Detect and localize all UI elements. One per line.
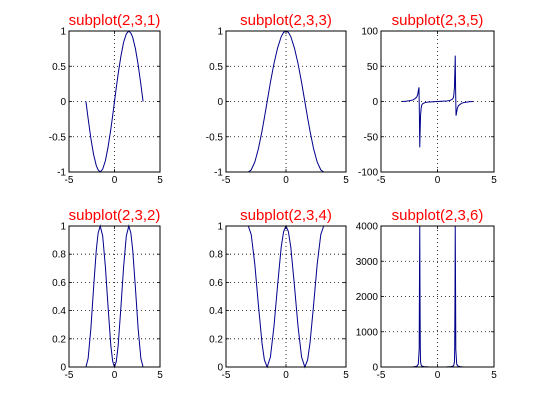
y-tick-label: 0.6: [209, 278, 223, 289]
series-line: [85, 224, 144, 369]
y-tick-label: 1: [217, 27, 223, 38]
axes-box: [68, 225, 161, 368]
x-tick-label: 0: [435, 370, 441, 381]
y-tick-label: 2000: [356, 292, 379, 303]
y-tick-label: 0.8: [209, 250, 223, 261]
x-tick-label: 5: [491, 175, 497, 186]
subplot-title: subplot(2,3,2): [69, 207, 161, 224]
y-tick-label: 0.2: [209, 334, 223, 345]
y-tick-label: -0.5: [49, 132, 67, 143]
y-tick-label: 1000: [356, 327, 379, 338]
y-tick-label: 50: [367, 62, 379, 73]
subplot-1: subplot(2,3,1) -5 0 5 -1 -0.5 0 0.5 1: [49, 12, 163, 186]
y-tick-label: 0.5: [209, 62, 223, 73]
series-line: [85, 30, 144, 173]
y-tick-label: 0: [217, 97, 223, 108]
y-tick-label: -50: [364, 132, 379, 143]
y-tick-label: 3000: [356, 257, 379, 268]
y-tick-label: 0: [372, 363, 378, 374]
subplot-4: subplot(2,3,2)-5 0 500.20.40.60.81: [52, 207, 163, 381]
x-tick-label: 5: [491, 370, 497, 381]
subplot-title: subplot(2,3,1): [69, 12, 161, 29]
x-tick-label: 0: [283, 175, 289, 186]
subplot-title: subplot(2,3,5): [392, 12, 484, 29]
x-tick-label: -5: [65, 370, 74, 381]
y-tick-label: -1: [57, 168, 66, 179]
y-tick-label: -1: [214, 168, 223, 179]
y-tick-label: 0: [60, 97, 66, 108]
y-tick-label: -100: [358, 168, 378, 179]
x-tick-label: -5: [65, 175, 74, 186]
y-tick-label: 1: [60, 27, 66, 38]
y-tick-label: -0.5: [206, 132, 224, 143]
series-line: [401, 55, 474, 148]
series-line: [247, 224, 325, 369]
x-tick-label: 5: [157, 175, 163, 186]
y-tick-label: 0.6: [52, 278, 66, 289]
x-tick-label: 5: [343, 370, 349, 381]
y-tick-label: 1: [60, 222, 66, 233]
x-tick-label: 0: [283, 370, 289, 381]
subplot-2: subplot(2,3,3) -5 0 5 -1 -0.5 0 0.5 1: [206, 12, 349, 186]
subplot-title: subplot(2,3,3): [240, 12, 332, 29]
y-tick-label: 1: [217, 222, 223, 233]
x-tick-label: -5: [377, 175, 386, 186]
y-tick-label: 0.2: [52, 334, 66, 345]
y-tick-label: 0.4: [52, 306, 66, 317]
y-tick-label: 0.8: [52, 250, 66, 261]
x-tick-label: 0: [112, 175, 118, 186]
subplot-title: subplot(2,3,4): [240, 207, 332, 224]
x-tick-label: -5: [377, 370, 386, 381]
subplot-5: subplot(2,3,4)-5 0 500.20.40.60.81: [209, 207, 349, 381]
subplot-title: subplot(2,3,6): [392, 207, 484, 224]
x-tick-label: 5: [343, 175, 349, 186]
axes-box: [225, 225, 347, 368]
y-tick-label: 0: [217, 363, 223, 374]
x-tick-label: -5: [222, 175, 231, 186]
x-tick-label: -5: [222, 370, 231, 381]
y-tick-label: 0.5: [52, 62, 66, 73]
y-tick-label: 0: [60, 363, 66, 374]
y-tick-label: 4000: [356, 222, 379, 233]
x-tick-label: 5: [157, 370, 163, 381]
y-tick-label: 100: [361, 27, 378, 38]
y-tick-label: 0: [372, 97, 378, 108]
x-tick-label: 0: [112, 370, 118, 381]
x-tick-label: 0: [435, 175, 441, 186]
y-tick-label: 0.4: [209, 306, 223, 317]
